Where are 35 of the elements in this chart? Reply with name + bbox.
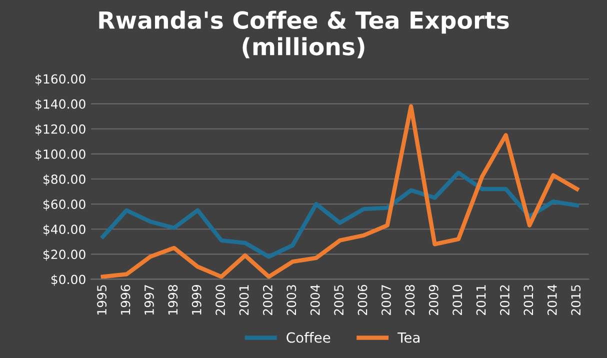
y-tick-label: $0.00 [51, 274, 86, 286]
x-tick-label: 2008 [405, 284, 415, 315]
x-tick-label: 2002 [262, 285, 272, 315]
x-tick-label: 2003 [286, 285, 296, 315]
legend-label: Coffee [286, 332, 330, 343]
x-tick-label: 2009 [428, 284, 438, 315]
x-tick-label: 2005 [334, 285, 344, 315]
x-tick-label: 1996 [120, 284, 130, 315]
y-tick-label: $100.00 [36, 149, 86, 161]
legend-label: Tea [398, 332, 420, 343]
y-tick-label: $40.00 [43, 224, 86, 236]
line-series [100, 170, 580, 259]
y-tick-label: $160.00 [36, 74, 86, 86]
y-tick-label: $60.00 [43, 199, 86, 211]
x-tick-label: 2006 [358, 284, 368, 315]
y-tick-label: $20.00 [43, 249, 86, 261]
y-tick-label: $120.00 [36, 124, 86, 136]
x-tick-label: 2001 [239, 285, 249, 315]
chart-title: Rwanda's Coffee & Tea Exports (millions) [99, 10, 509, 58]
y-tick-label: $80.00 [43, 174, 86, 186]
x-tick-label: 2012 [500, 285, 510, 315]
x-tick-label: 2015 [571, 285, 581, 315]
x-tick-label: 1997 [144, 285, 154, 315]
x-tick-label: 2010 [452, 284, 462, 315]
x-tick-label: 1998 [168, 284, 178, 315]
line-series [100, 104, 580, 279]
x-tick-label: 2013 [524, 285, 534, 315]
x-tick-label: 2004 [310, 284, 320, 315]
x-tick-label: 2014 [547, 284, 557, 315]
x-tick-label: 2011 [476, 285, 486, 315]
x-tick-label: 2000 [216, 284, 226, 315]
x-tick-label: 1999 [192, 284, 202, 315]
x-tick-label: 1995 [97, 285, 107, 315]
x-tick-label: 2007 [381, 285, 391, 315]
y-tick-label: $140.00 [36, 99, 86, 110]
